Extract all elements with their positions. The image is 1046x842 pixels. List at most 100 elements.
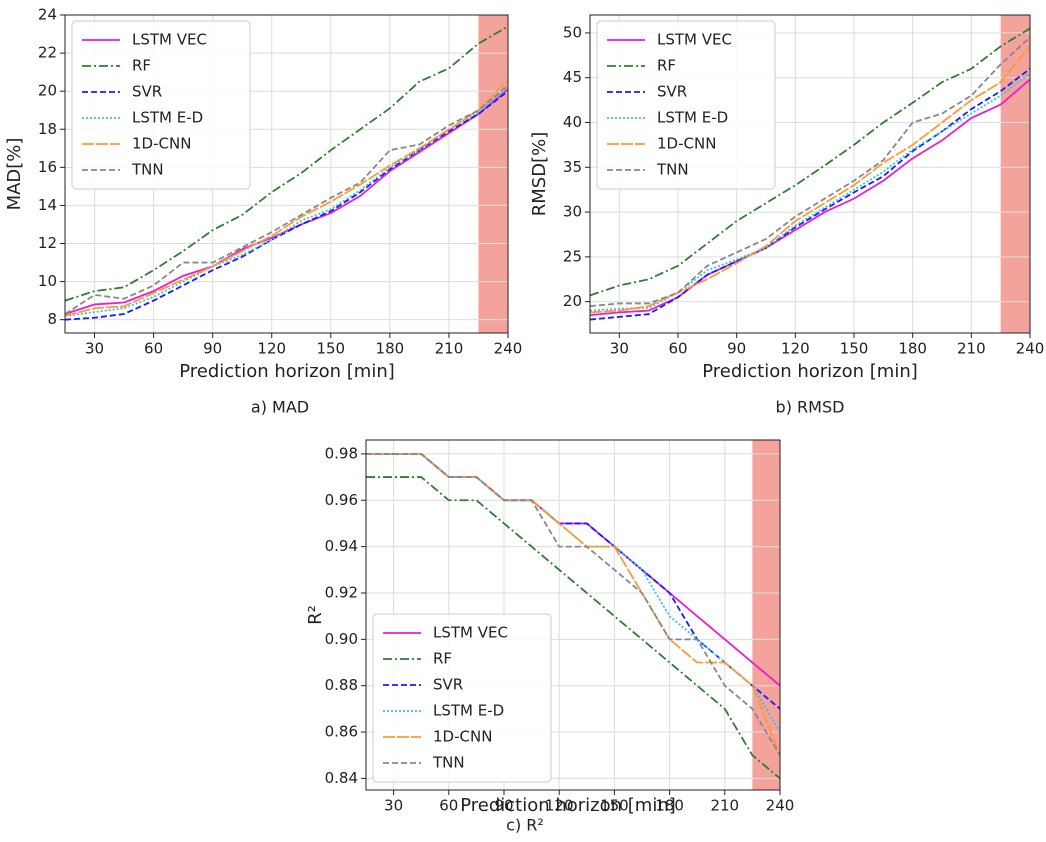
x-tick-label: 60 bbox=[668, 340, 687, 358]
series-line bbox=[589, 72, 1031, 312]
caption: a) MAD bbox=[251, 398, 309, 417]
y-tick-label: 40 bbox=[563, 113, 582, 131]
y-tick-label: 35 bbox=[563, 158, 582, 176]
x-tick-label: 60 bbox=[439, 797, 458, 815]
chart: 8 10 12 14 16 18 20 22 24 30 60 90 120 150 180 210 240 LS… bbox=[4, 6, 522, 417]
plot-frame bbox=[589, 14, 1031, 334]
shaded-region bbox=[752, 440, 780, 790]
legend-label: LSTM E-D bbox=[132, 109, 203, 127]
series-line bbox=[589, 45, 1031, 314]
series-line bbox=[366, 476, 781, 780]
legend-label: TNN bbox=[656, 161, 689, 179]
series-line bbox=[64, 79, 509, 317]
plot-frame bbox=[365, 439, 781, 791]
legend-box bbox=[372, 613, 552, 783]
y-tick-label: 0.92 bbox=[325, 583, 358, 601]
series-line bbox=[589, 68, 1031, 321]
y-tick-label: 20 bbox=[38, 82, 57, 100]
caption: b) RMSD bbox=[776, 398, 845, 417]
y-tick-label: 8 bbox=[47, 310, 57, 328]
y-tick-label: 18 bbox=[38, 120, 57, 138]
y-tick-label: 20 bbox=[563, 292, 582, 310]
x-tick-label: 240 bbox=[1016, 340, 1045, 358]
x-tick-label: 90 bbox=[727, 340, 746, 358]
y-tick-label: 24 bbox=[38, 6, 57, 24]
y-tick-label: 0.96 bbox=[325, 491, 358, 509]
y-tick-label: 12 bbox=[38, 234, 57, 252]
series-line bbox=[589, 27, 1031, 297]
x-tick-label: 180 bbox=[898, 340, 927, 358]
x-tick-label: 90 bbox=[203, 340, 222, 358]
x-tick-label: 210 bbox=[435, 340, 464, 358]
legend-label: 1D-CNN bbox=[433, 728, 492, 746]
x-tick-label: 120 bbox=[781, 340, 810, 358]
x-tick-label: 180 bbox=[655, 797, 684, 815]
x-tick-label: 90 bbox=[494, 797, 513, 815]
y-tick-label: 0.88 bbox=[325, 676, 358, 694]
x-tick-label: 150 bbox=[840, 340, 869, 358]
series-line bbox=[64, 84, 509, 315]
x-tick-label: 240 bbox=[766, 797, 795, 815]
x-axis-label: Prediction horizon [min] bbox=[702, 361, 918, 382]
y-tick-label: 0.94 bbox=[325, 537, 358, 555]
series-line bbox=[366, 453, 781, 756]
caption: c) R² bbox=[506, 816, 544, 835]
y-axis-label: MAD[%] bbox=[4, 138, 25, 211]
legend-label: LSTM VEC bbox=[132, 31, 207, 49]
y-tick-label: 16 bbox=[38, 158, 57, 176]
plot-frame bbox=[64, 14, 509, 334]
x-axis-label: Prediction horizon [min] bbox=[179, 361, 395, 382]
y-tick-label: 0.84 bbox=[325, 769, 358, 787]
x-tick-label: 60 bbox=[144, 340, 163, 358]
legend-label: LSTM VEC bbox=[657, 31, 732, 49]
y-axis-label: R² bbox=[305, 605, 326, 625]
x-tick-label: 240 bbox=[494, 340, 523, 358]
legend-box bbox=[71, 20, 251, 190]
y-axis-label: RMSD[%] bbox=[529, 132, 550, 216]
x-tick-label: 180 bbox=[376, 340, 405, 358]
y-tick-label: 22 bbox=[38, 44, 57, 62]
y-tick-label: 0.98 bbox=[325, 444, 358, 462]
x-tick-label: 30 bbox=[85, 340, 104, 358]
x-tick-label: 210 bbox=[957, 340, 986, 358]
y-tick-label: 10 bbox=[38, 272, 57, 290]
legend-label: 1D-CNN bbox=[657, 135, 716, 153]
series-line bbox=[589, 36, 1031, 308]
series-line bbox=[64, 86, 509, 317]
x-tick-label: 150 bbox=[316, 340, 345, 358]
legend-label: TNN bbox=[131, 161, 164, 179]
series-line bbox=[64, 88, 509, 315]
x-tick-label: 150 bbox=[600, 797, 629, 815]
legend-label: TNN bbox=[432, 754, 465, 772]
x-tick-label: 210 bbox=[710, 797, 739, 815]
y-tick-label: 50 bbox=[563, 23, 582, 41]
legend-label: SVR bbox=[132, 83, 162, 101]
chart: 0.84 0.86 0.88 0.90 0.92 0.94 0.96 0.98 30 60 90 12… bbox=[305, 439, 795, 835]
shaded-region bbox=[478, 15, 508, 333]
legend-label: LSTM VEC bbox=[433, 624, 508, 642]
y-tick-label: 25 bbox=[563, 247, 582, 265]
chart: 20 25 30 35 40 45 50 30 60 90 120 150 180 210 240 LSTM … bbox=[529, 14, 1045, 417]
legend-label: RF bbox=[657, 57, 676, 75]
y-tick-label: 0.90 bbox=[325, 630, 358, 648]
y-tick-label: 0.86 bbox=[325, 723, 358, 741]
series-line bbox=[64, 25, 509, 302]
y-tick-label: 30 bbox=[563, 203, 582, 221]
y-tick-label: 14 bbox=[38, 196, 57, 214]
x-tick-label: 120 bbox=[545, 797, 574, 815]
legend-label: RF bbox=[132, 57, 151, 75]
legend-box bbox=[596, 20, 776, 190]
shaded-region bbox=[1000, 15, 1030, 333]
x-tick-label: 30 bbox=[384, 797, 403, 815]
legend-label: LSTM E-D bbox=[433, 702, 504, 720]
series-line bbox=[589, 78, 1031, 316]
legend-label: 1D-CNN bbox=[132, 135, 191, 153]
legend-label: RF bbox=[433, 650, 452, 668]
x-tick-label: 120 bbox=[257, 340, 286, 358]
x-axis-label: Prediction horizon [min] bbox=[460, 795, 676, 816]
legend-label: SVR bbox=[433, 676, 463, 694]
y-tick-label: 45 bbox=[563, 68, 582, 86]
x-tick-label: 30 bbox=[610, 340, 629, 358]
legend-label: LSTM E-D bbox=[657, 109, 728, 127]
